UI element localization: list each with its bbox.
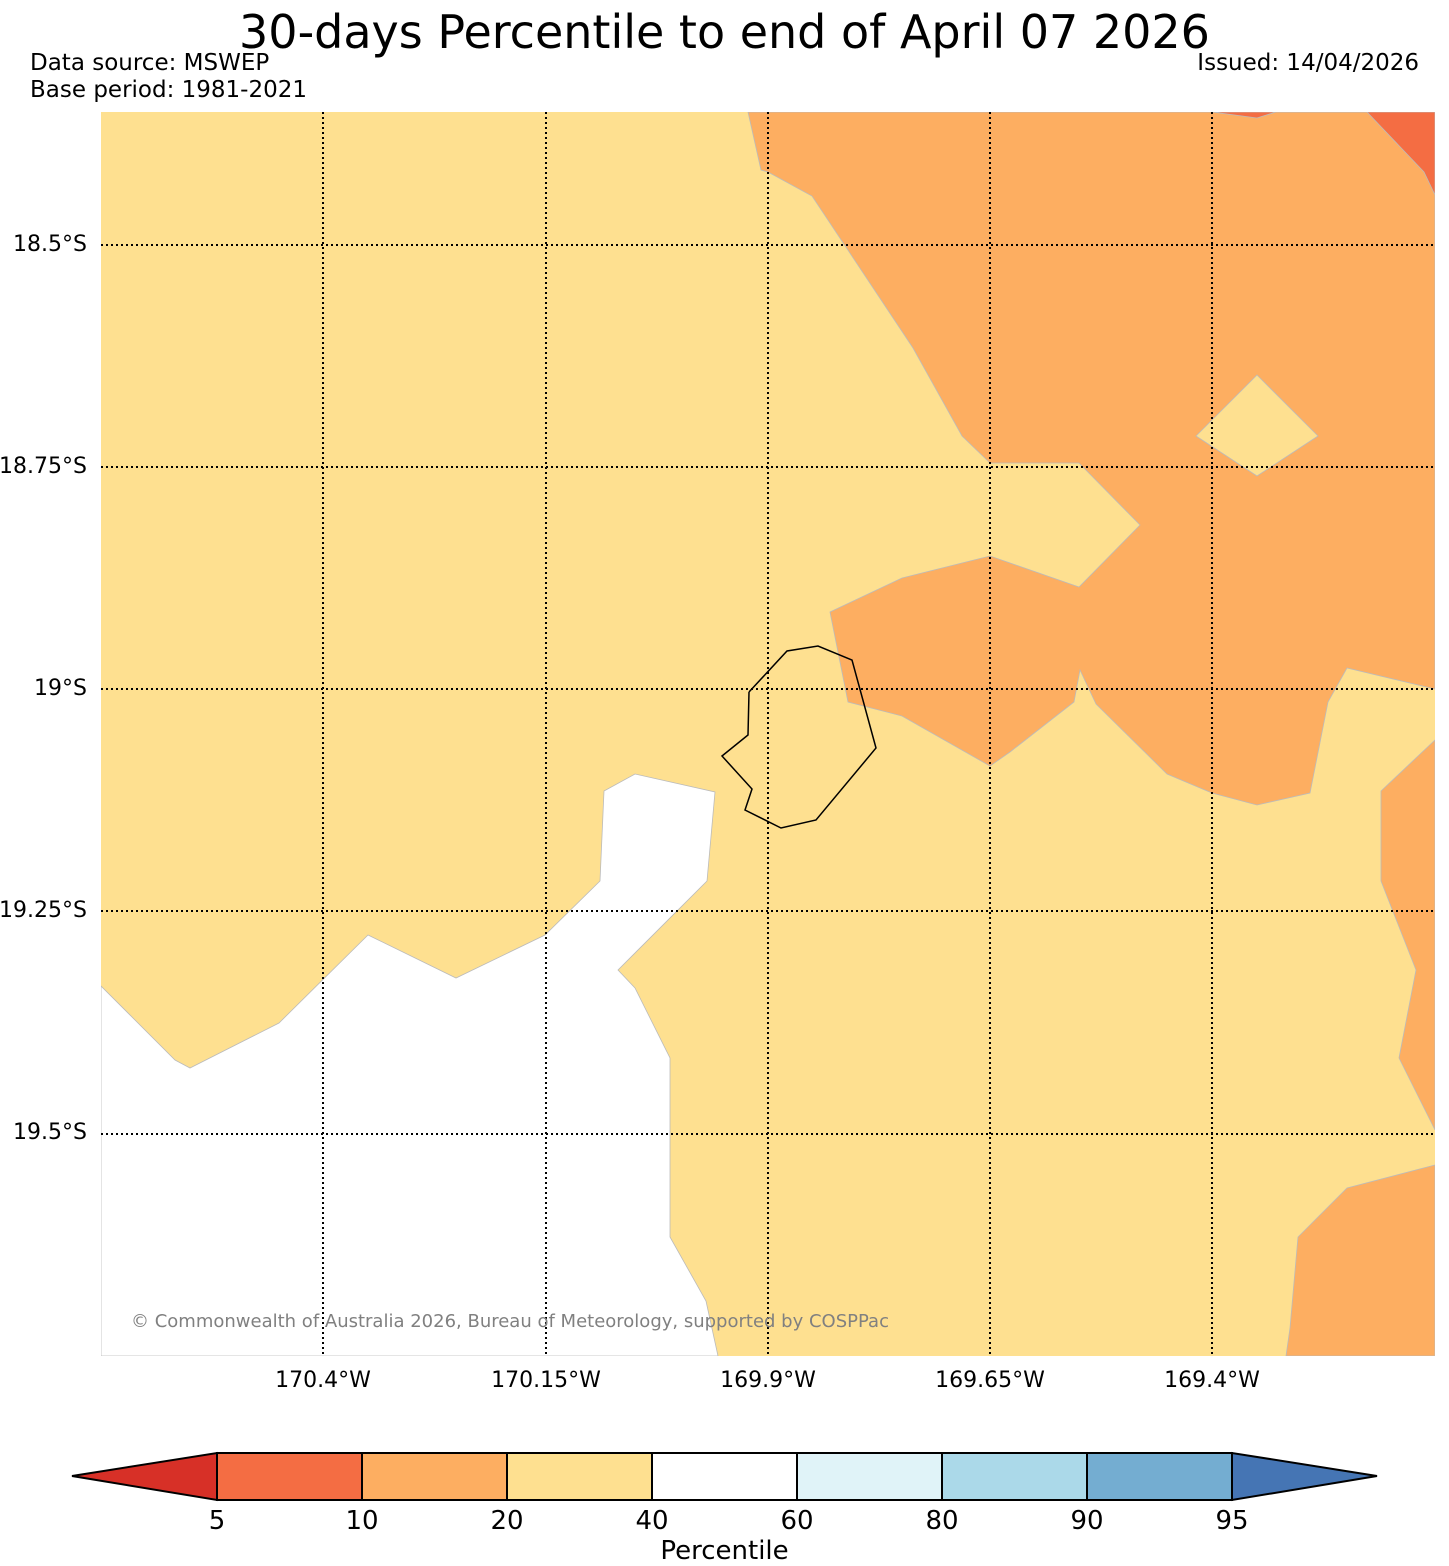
- colorbar-bin-90-95: [1086, 1452, 1233, 1501]
- region-p20-40-patch: [1195, 374, 1319, 477]
- colorbar-bin-60-80: [796, 1452, 943, 1501]
- colorbar-bin-20-40: [506, 1452, 653, 1501]
- lon-label-169-65: 169.65°W: [935, 1368, 1045, 1393]
- lat-label-19: 19°S: [34, 676, 87, 701]
- colorbar-extend-above-95: [1231, 1451, 1378, 1502]
- map-title: 30-days Percentile to end of April 07 20…: [239, 5, 1210, 59]
- region-p10-20-east: [1380, 739, 1435, 1131]
- lon-label-170-15: 170.15°W: [491, 1368, 601, 1393]
- colorbar-tick-80: 80: [925, 1506, 959, 1536]
- issued-date-text: Issued: 14/04/2026: [1197, 50, 1419, 76]
- colorbar-tick-90: 90: [1070, 1506, 1104, 1536]
- lat-label-19-5: 19.5°S: [13, 1120, 87, 1145]
- colorbar-tick-40: 40: [635, 1506, 669, 1536]
- lat-label-18-75: 18.75°S: [0, 454, 87, 479]
- lon-label-169-9: 169.9°W: [720, 1368, 816, 1393]
- colorbar-tick-60: 60: [780, 1506, 814, 1536]
- graticule: [101, 112, 1435, 1356]
- colorbar-tick-20: 20: [490, 1506, 524, 1536]
- colorbar-extend-below-5: [71, 1451, 218, 1502]
- colorbar-bin-40-60: [651, 1452, 798, 1501]
- colorbar-bin-5-10: [216, 1452, 363, 1501]
- data-source-text: Data source: MSWEP: [30, 50, 270, 76]
- lon-label-170-4: 170.4°W: [275, 1368, 371, 1393]
- region-p10-20-northeast: [747, 112, 1435, 806]
- lat-label-18-5: 18.5°S: [13, 232, 87, 257]
- region-p5-10-topright: [1211, 112, 1435, 196]
- copyright-notice: © Commonwealth of Australia 2026, Bureau…: [131, 1311, 889, 1332]
- colorbar-bin-80-90: [941, 1452, 1088, 1501]
- region-p40-60-white: [101, 773, 719, 1356]
- colorbar-tick-95: 95: [1215, 1506, 1249, 1536]
- colorbar-tick-5: 5: [208, 1506, 226, 1536]
- colorbar-bin-10-20: [361, 1452, 508, 1501]
- island-coastline: [720, 645, 877, 829]
- region-p10-20-southeast: [1285, 1164, 1435, 1356]
- base-period-text: Base period: 1981-2021: [30, 77, 308, 103]
- colorbar-tick-10: 10: [345, 1506, 379, 1536]
- lon-label-169-4: 169.4°W: [1164, 1368, 1260, 1393]
- colorbar: [71, 1451, 1378, 1502]
- colorbar-label: Percentile: [660, 1536, 789, 1566]
- lat-label-19-25: 19.25°S: [0, 898, 87, 923]
